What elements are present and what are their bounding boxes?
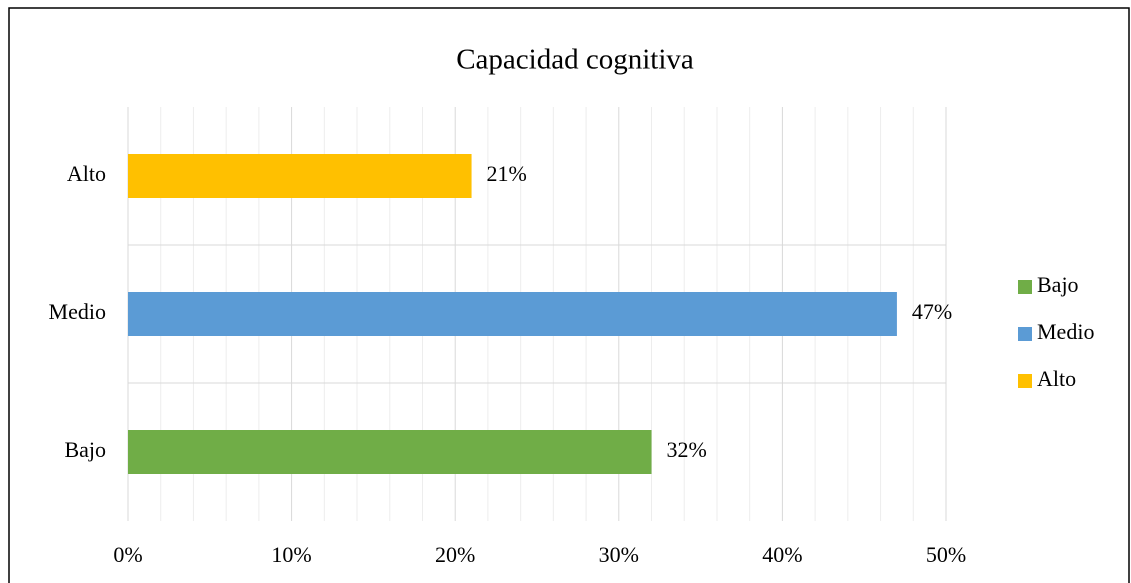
legend-label: Alto — [1037, 366, 1076, 391]
x-tick-label: 20% — [435, 542, 475, 567]
x-tick-label: 40% — [762, 542, 802, 567]
data-label: 21% — [487, 161, 527, 186]
y-tick-label: Alto — [67, 161, 106, 186]
legend-label: Medio — [1037, 319, 1094, 344]
y-tick-label: Bajo — [64, 437, 106, 462]
legend-label: Bajo — [1037, 272, 1079, 297]
legend-swatch — [1018, 327, 1032, 341]
x-tick-label: 50% — [926, 542, 966, 567]
bar — [128, 292, 897, 336]
x-tick-label: 0% — [113, 542, 142, 567]
bar — [128, 430, 652, 474]
x-tick-label: 10% — [271, 542, 311, 567]
data-label: 32% — [667, 437, 707, 462]
bar — [128, 154, 472, 198]
x-tick-label: 30% — [599, 542, 639, 567]
legend-swatch — [1018, 280, 1032, 294]
data-label: 47% — [912, 299, 952, 324]
legend-swatch — [1018, 374, 1032, 388]
y-tick-label: Medio — [49, 299, 106, 324]
chart-title: Capacidad cognitiva — [456, 44, 694, 76]
